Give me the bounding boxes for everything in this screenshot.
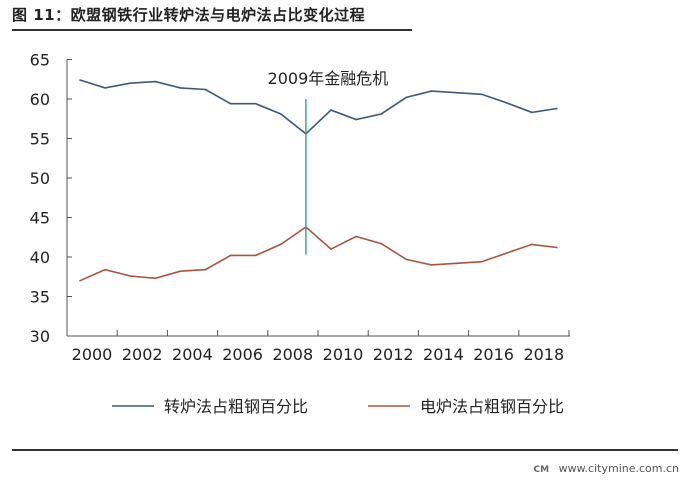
data-point [154, 277, 157, 280]
data-point [129, 275, 131, 277]
y-tick-label: 60 [30, 90, 50, 109]
x-tick-label: 2008 [272, 345, 313, 364]
annotation-label: 2009年金融危机 [268, 69, 389, 88]
y-tick-label: 45 [30, 209, 50, 228]
data-point [430, 264, 433, 266]
data-point [455, 91, 458, 94]
y-tick-label: 65 [30, 51, 50, 70]
data-point [79, 79, 81, 81]
watermark-text: www.citymine.com.cn [558, 462, 679, 475]
data-point [556, 246, 558, 249]
data-point [104, 268, 106, 271]
data-point [405, 258, 408, 261]
y-tick-label: 30 [30, 327, 50, 346]
data-point [179, 270, 182, 273]
y-tick-label: 50 [30, 169, 50, 188]
data-point [229, 102, 232, 105]
data-point [556, 107, 558, 110]
x-tick-label: 2016 [473, 345, 514, 364]
legend: 转炉法占粗钢百分比 电炉法占粗钢百分比 [112, 397, 564, 416]
legend-label-1: 转炉法占粗钢百分比 [164, 397, 308, 416]
data-point [380, 113, 383, 115]
data-point [531, 111, 533, 114]
legend-label-2: 电炉法占粗钢百分比 [420, 397, 564, 416]
y-tick-label: 55 [30, 130, 50, 149]
x-tick-label: 2018 [523, 345, 564, 364]
data-point [380, 242, 383, 245]
data-point [254, 254, 257, 257]
data-point [79, 279, 81, 282]
data-point [330, 109, 332, 111]
x-tick-label: 2000 [72, 345, 113, 364]
data-point [154, 80, 157, 83]
data-point [531, 243, 533, 246]
data-point [129, 82, 131, 84]
data-point [480, 93, 483, 96]
chart-title: 图 11：欧盟钢铁行业转炉法与电炉法占比变化过程 [12, 6, 366, 24]
data-point [179, 87, 182, 89]
data-point [480, 260, 483, 263]
x-tick-label: 2012 [373, 345, 414, 364]
series-group [79, 79, 558, 282]
data-point [455, 262, 458, 265]
x-tick-label: 2006 [222, 345, 263, 364]
title-underline [12, 29, 412, 31]
data-point [204, 268, 207, 271]
data-point [355, 235, 357, 238]
series-line-2 [79, 225, 557, 282]
watermark-logo: CM [533, 465, 550, 475]
footer-rule [12, 449, 678, 451]
series-line-1 [79, 79, 558, 135]
annotation-group: 2009年金融危机 [268, 69, 389, 255]
data-point [104, 87, 106, 89]
data-point [505, 252, 508, 254]
y-tick-label: 35 [30, 288, 50, 307]
x-tick-label: 2004 [172, 345, 213, 364]
axes: 30 35 40 45 50 55 60 65 2000 2002 2004 2006 2008 2010… [30, 51, 570, 364]
data-point [254, 102, 257, 105]
x-tick-label: 2014 [423, 345, 464, 364]
data-point [355, 118, 357, 121]
data-point [505, 102, 508, 104]
data-point [330, 248, 332, 250]
x-tick-label: 2010 [323, 345, 364, 364]
data-point [229, 254, 232, 257]
x-tick-label: 2002 [122, 345, 163, 364]
data-point [204, 88, 207, 91]
data-point [280, 113, 282, 115]
data-point [280, 243, 282, 246]
watermark: CM www.citymine.com.cn [534, 462, 679, 475]
data-point [405, 96, 408, 99]
data-point [430, 90, 433, 92]
y-tick-label: 40 [30, 248, 50, 267]
